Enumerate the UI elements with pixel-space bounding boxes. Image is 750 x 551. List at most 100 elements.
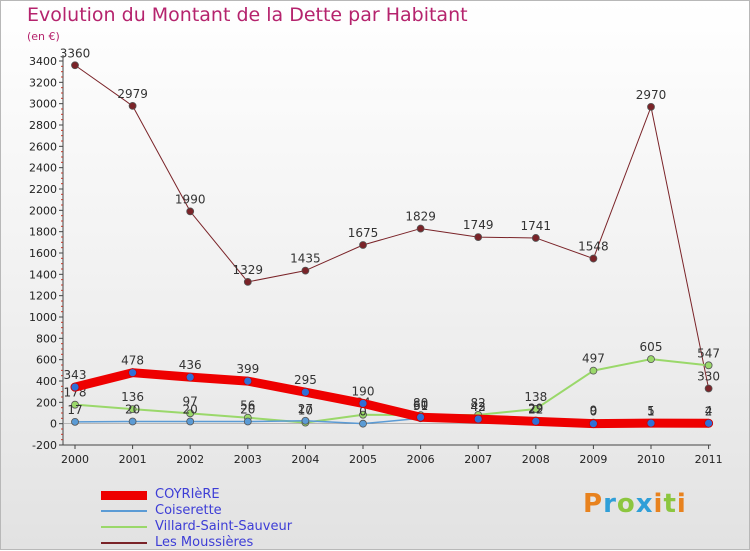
data-label: 2970: [636, 88, 667, 102]
data-label: 190: [352, 384, 375, 398]
data-label: 0: [590, 405, 598, 419]
data-point: [128, 102, 137, 110]
data-point: [531, 416, 541, 426]
legend-label-villard: Villard-Saint-Sauveur: [155, 519, 293, 534]
data-label: 1329: [233, 263, 264, 277]
y-tick-label: 1400: [29, 268, 57, 281]
legend-swatch-villard: [101, 526, 147, 528]
data-label: 60: [413, 398, 428, 412]
data-point: [358, 398, 368, 408]
series-les-moussi-res: 3360 2979 1990 1329 1435 1675 1829 1749 1741 1548…: [60, 46, 720, 393]
data-point: [185, 372, 195, 382]
data-label: 547: [697, 346, 720, 360]
x-tick-label: 2010: [637, 453, 665, 466]
data-point: [359, 241, 367, 249]
data-point: [300, 387, 310, 397]
data-label: 20: [183, 403, 198, 417]
data-point: [704, 361, 713, 370]
data-label: 478: [121, 354, 144, 368]
data-label: 2: [705, 404, 713, 418]
data-point: [531, 234, 540, 242]
data-label: 3360: [60, 46, 91, 60]
data-label: 1435: [290, 252, 321, 266]
y-tick-label: 200: [36, 396, 57, 409]
data-point: [128, 417, 137, 426]
data-label: 1741: [521, 219, 552, 233]
logo-letter: x: [635, 489, 654, 519]
data-point: [416, 412, 426, 422]
data-label: 1990: [175, 192, 206, 206]
data-point: [416, 224, 425, 233]
x-tick-label: 2003: [234, 453, 262, 466]
data-point: [589, 366, 598, 375]
y-tick-label: 400: [36, 375, 57, 388]
data-label: 22: [528, 402, 543, 416]
y-tick-label: 1000: [29, 311, 57, 324]
data-point: [647, 102, 655, 111]
data-point: [301, 266, 310, 275]
x-tick-label: 2006: [407, 453, 435, 466]
data-label: 1: [647, 405, 655, 419]
data-label: 138: [524, 390, 547, 404]
x-tick-label: 2008: [522, 453, 550, 466]
data-label: 29: [528, 402, 543, 416]
data-point: [243, 278, 252, 286]
data-label: 51: [413, 399, 428, 413]
y-tick-label: 1600: [29, 247, 57, 260]
data-point: [647, 355, 655, 364]
data-label: 43: [471, 400, 486, 414]
data-label: 9: [590, 404, 598, 418]
data-point: [186, 409, 195, 418]
data-label: 399: [236, 362, 259, 376]
data-label: 82: [471, 396, 486, 410]
x-tick-label: 2004: [291, 453, 319, 466]
data-label: 605: [640, 340, 663, 354]
data-label: 27: [298, 402, 313, 416]
y-tick-label: -200: [32, 439, 57, 452]
y-tick-label: 1800: [29, 226, 57, 239]
logo-letter: o: [616, 489, 636, 519]
series-line: [74, 64, 710, 389]
y-tick-label: 2600: [29, 140, 57, 153]
logo-letter: t: [663, 489, 677, 519]
legend-item-moussieres[interactable]: Les Moussières: [101, 535, 292, 551]
data-point: [243, 417, 252, 426]
data-label: 136: [121, 390, 144, 404]
legend-swatch-coiserette: [101, 510, 147, 512]
y-tick-label: 2200: [29, 183, 57, 196]
y-tick-label: 1200: [29, 290, 57, 303]
data-point: [71, 400, 79, 409]
data-label: 80: [413, 396, 428, 410]
data-label: 1548: [578, 240, 609, 254]
legend-label-coyriere: COYRIèRE: [155, 487, 220, 502]
y-tick-label: 2000: [29, 204, 57, 217]
data-label: 1675: [348, 226, 379, 240]
data-point: [70, 382, 80, 392]
x-tick-label: 2005: [349, 453, 377, 466]
data-label: 1749: [463, 218, 494, 232]
logo-letter: i: [676, 489, 687, 519]
data-point: [243, 376, 253, 386]
data-point: [186, 207, 195, 216]
y-tick-label: 2400: [29, 162, 57, 175]
x-tick-label: 2007: [464, 453, 492, 466]
x-tick-label: 2009: [579, 453, 607, 466]
data-label: 10: [298, 404, 313, 418]
logo-letter: i: [653, 489, 664, 519]
legend-item-villard[interactable]: Villard-Saint-Sauveur: [101, 519, 292, 535]
legend-item-coyriere[interactable]: COYRIèRE: [101, 487, 292, 503]
data-point: [359, 419, 367, 428]
y-tick-label: 0: [50, 418, 57, 431]
legend-item-coiserette[interactable]: Coiserette: [101, 503, 292, 519]
y-tick-label: 3400: [29, 55, 57, 68]
legend-label-coiserette: Coiserette: [155, 503, 222, 518]
y-tick-label: 800: [36, 332, 57, 345]
y-tick-label: 600: [36, 354, 57, 367]
data-point: [128, 405, 137, 414]
data-label: 2979: [117, 87, 148, 101]
data-point: [704, 384, 713, 393]
x-tick-label: 2002: [176, 453, 204, 466]
data-label: 17: [67, 403, 82, 417]
